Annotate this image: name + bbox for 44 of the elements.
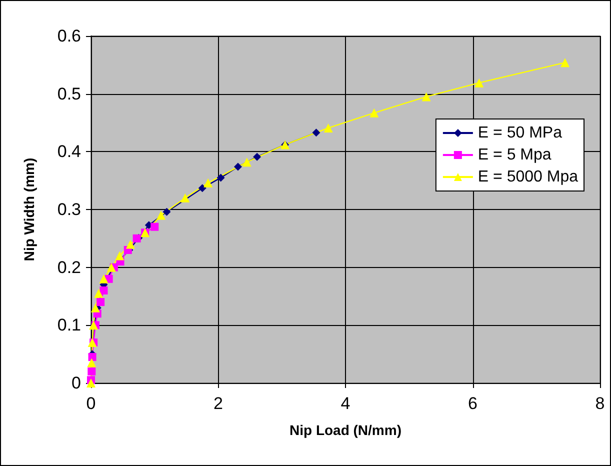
x-tick-label: 8	[595, 394, 605, 413]
point	[216, 174, 225, 182]
y-tick-label: 0.3	[57, 200, 81, 219]
point	[88, 367, 96, 376]
point	[180, 193, 190, 202]
x-tick-label: 4	[340, 394, 350, 413]
legend-label: E = 5 Mpa	[478, 146, 552, 164]
point	[106, 262, 116, 272]
y-axis-title: Nip Width (mm)	[21, 158, 37, 262]
y-tick-label: 0.5	[57, 84, 81, 104]
point	[242, 158, 252, 167]
point	[96, 298, 105, 306]
point	[560, 58, 570, 68]
point	[150, 222, 159, 231]
point	[324, 123, 333, 132]
point	[370, 108, 379, 118]
y-tick-label: 0.1	[57, 316, 81, 335]
point	[99, 274, 108, 284]
point	[162, 208, 171, 216]
point	[88, 352, 96, 361]
x-tick-label: 0	[86, 394, 96, 413]
x-tick-label: 6	[468, 394, 478, 413]
point	[198, 184, 206, 192]
point	[422, 92, 431, 102]
point	[253, 152, 262, 161]
point	[204, 178, 213, 188]
x-axis-title: Nip Load (N/mm)	[290, 422, 402, 438]
legend-label: E = 5000 Mpa	[478, 168, 578, 186]
y-tick-label: 0	[72, 374, 81, 392]
x-tick-label: 2	[214, 394, 223, 413]
point	[115, 251, 124, 260]
y-tick-label: 0.4	[57, 142, 81, 162]
point	[100, 286, 108, 294]
point	[474, 78, 484, 88]
point	[90, 303, 100, 312]
point	[312, 128, 320, 137]
y-tick-label: 0.6	[57, 26, 81, 46]
point	[87, 358, 96, 368]
y-tick-label: 0.2	[57, 258, 81, 277]
point	[234, 162, 242, 171]
legend-label: E = 50 MPa	[478, 124, 562, 142]
point	[94, 288, 104, 298]
point	[156, 210, 166, 220]
point	[126, 240, 135, 249]
